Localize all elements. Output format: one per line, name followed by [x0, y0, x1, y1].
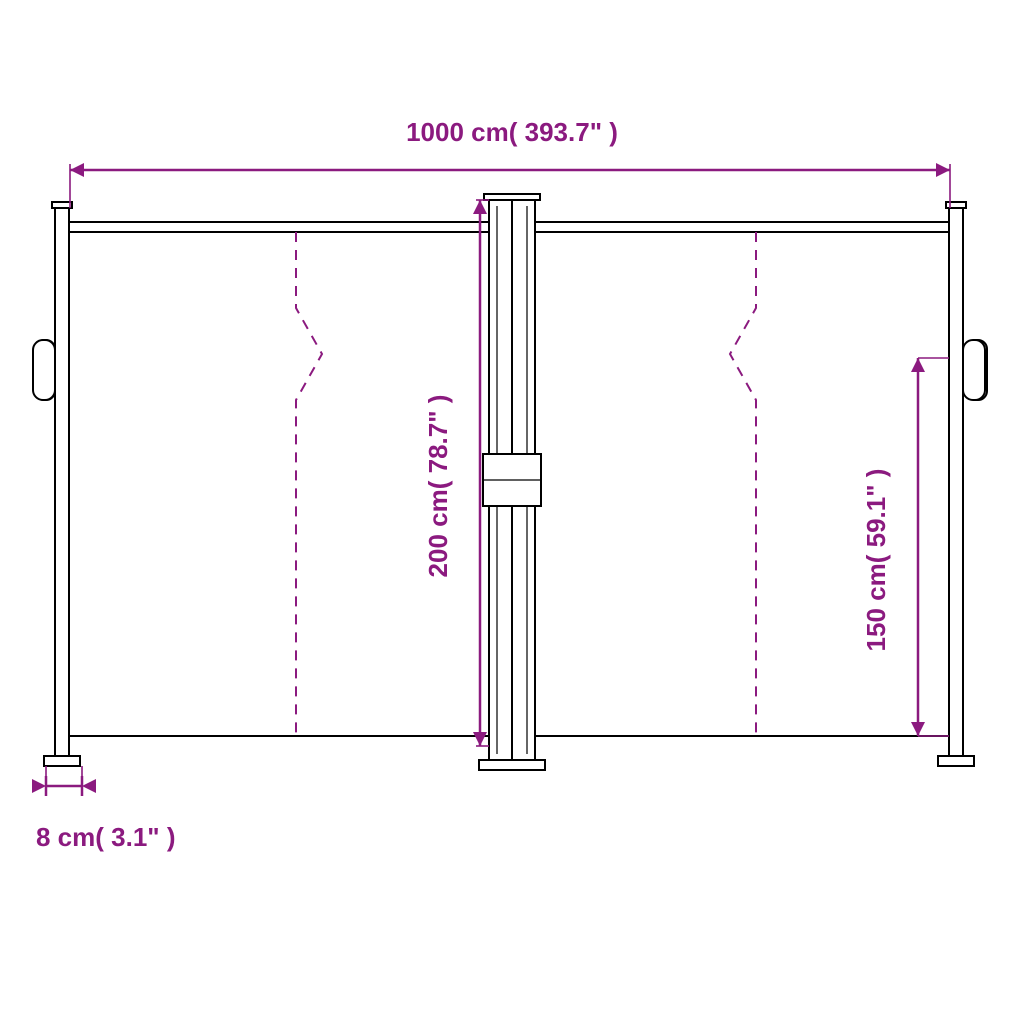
dimension-label-height-right: 150 cm( 59.1" ) — [861, 469, 892, 652]
dimension-label-height-center: 200 cm( 78.7" ) — [423, 395, 454, 578]
dimension-label-width: 1000 cm( 393.7" ) — [406, 117, 618, 148]
dimension-label-base: 8 cm( 3.1" ) — [36, 822, 176, 853]
